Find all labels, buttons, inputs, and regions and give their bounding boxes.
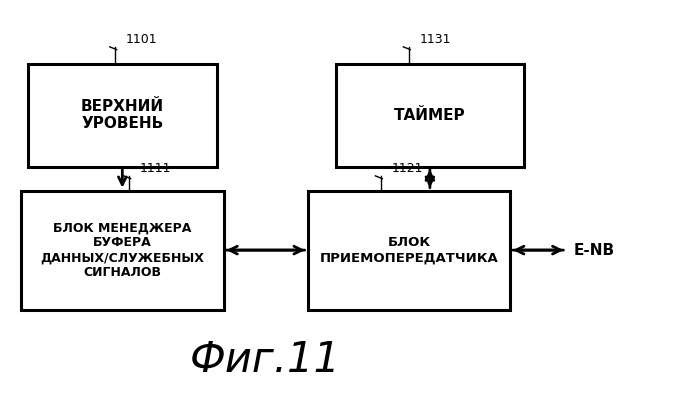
Text: ТАЙМЕР: ТАЙМЕР xyxy=(394,108,466,123)
Text: ВЕРХНИЙ
УРОВЕНЬ: ВЕРХНИЙ УРОВЕНЬ xyxy=(81,99,164,131)
Text: Фиг.11: Фиг.11 xyxy=(190,339,341,381)
Text: 1101: 1101 xyxy=(126,33,157,46)
Text: БЛОК
ПРИЕМОПЕРЕДАТЧИКА: БЛОК ПРИЕМОПЕРЕДАТЧИКА xyxy=(319,236,498,264)
Bar xyxy=(308,191,510,310)
Bar xyxy=(21,191,224,310)
Bar xyxy=(28,64,217,167)
Text: 1131: 1131 xyxy=(419,33,451,46)
Text: БЛОК МЕНЕДЖЕРА
БУФЕРА
ДАННЫХ/СЛУЖЕБНЫХ
СИГНАЛОВ: БЛОК МЕНЕДЖЕРА БУФЕРА ДАННЫХ/СЛУЖЕБНЫХ С… xyxy=(41,221,204,279)
Text: 1121: 1121 xyxy=(391,162,423,175)
Text: E-NB: E-NB xyxy=(573,243,614,258)
Text: 1111: 1111 xyxy=(140,162,171,175)
Bar xyxy=(336,64,524,167)
